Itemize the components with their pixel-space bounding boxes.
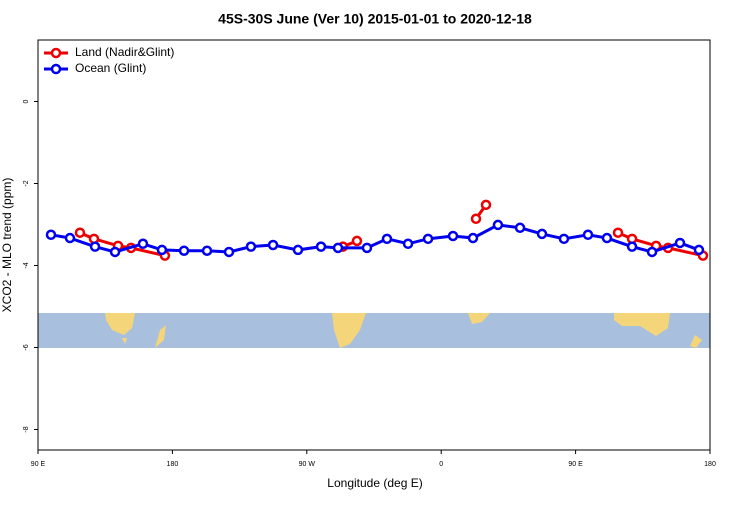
legend-marker <box>50 47 62 59</box>
x-tick-label: 90 W <box>299 461 316 468</box>
y-tick-label: -4 <box>23 262 30 268</box>
data-point <box>201 245 213 256</box>
x-tick-label: 90 E <box>568 461 583 468</box>
data-point <box>693 244 705 256</box>
data-point <box>361 242 373 254</box>
data-point <box>612 227 624 238</box>
data-point <box>45 229 57 240</box>
data-point <box>351 235 363 247</box>
data-point <box>646 246 658 258</box>
x-tick-label: 0 <box>439 461 443 468</box>
data-point <box>447 230 459 242</box>
data-point <box>381 233 393 245</box>
y-tick-label: -8 <box>23 426 30 432</box>
data-point <box>332 242 344 254</box>
data-point <box>582 229 594 240</box>
y-tick-label: -6 <box>23 344 30 350</box>
data-point <box>137 238 149 250</box>
data-point <box>558 233 570 245</box>
legend-label: Ocean (Glint) <box>75 61 146 75</box>
legend-marker <box>50 63 62 75</box>
data-point <box>492 219 504 231</box>
data-point <box>467 232 479 244</box>
data-point <box>178 245 190 256</box>
legend-label: Land (Nadir&Glint) <box>75 45 174 59</box>
x-axis-label: Longitude (deg E) <box>327 476 422 490</box>
chart-title: 45S-30S June (Ver 10) 2015-01-01 to 2020… <box>218 11 532 27</box>
y-tick-label: -2 <box>23 180 30 186</box>
data-point <box>626 241 638 252</box>
data-point <box>156 244 168 256</box>
series-line <box>79 203 704 258</box>
data-point <box>674 237 686 249</box>
x-tick-label: 180 <box>704 461 716 468</box>
data-point <box>245 241 257 252</box>
data-point <box>267 239 279 251</box>
data-point <box>315 241 327 252</box>
data-point <box>480 199 492 211</box>
x-tick-label: 90 E <box>31 461 46 468</box>
data-point <box>470 213 482 225</box>
data-point <box>601 232 613 244</box>
data-point <box>74 227 86 238</box>
plot-frame <box>37 39 711 451</box>
data-point <box>89 241 101 252</box>
data-point <box>514 222 526 234</box>
y-tick-label: 0 <box>23 99 30 103</box>
data-point <box>402 238 414 250</box>
data-point <box>422 233 434 245</box>
map-background <box>38 313 710 348</box>
data-point <box>292 244 304 256</box>
data-point <box>536 228 548 240</box>
x-tick-label: 180 <box>167 461 179 468</box>
data-point <box>64 232 76 244</box>
data-point <box>109 246 121 258</box>
y-axis-label: XCO2 - MLO trend (ppm) <box>0 178 14 313</box>
data-point <box>223 246 235 258</box>
